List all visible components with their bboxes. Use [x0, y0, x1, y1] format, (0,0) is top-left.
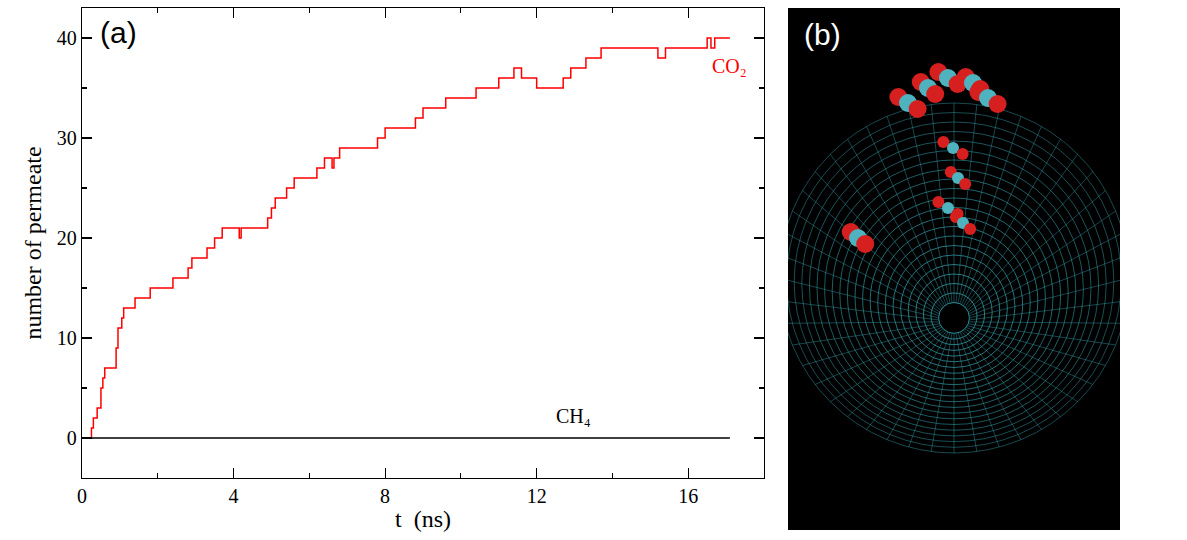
- svg-text:30: 30: [57, 127, 77, 149]
- svg-text:0: 0: [67, 427, 77, 449]
- svg-text:16: 16: [678, 485, 698, 507]
- svg-text:12: 12: [527, 485, 547, 507]
- svg-text:20: 20: [57, 227, 77, 249]
- svg-text:10: 10: [57, 327, 77, 349]
- svg-text:40: 40: [57, 27, 77, 49]
- html-text:(b): (b): [804, 18, 841, 51]
- svg-text:CH₄: CH₄: [556, 405, 591, 427]
- html-text:(a): (a): [100, 16, 137, 49]
- svg-text:0: 0: [77, 485, 87, 507]
- svg-text:t (ns): t (ns): [395, 506, 451, 532]
- svg-text:4: 4: [229, 485, 239, 507]
- svg-text:8: 8: [380, 485, 390, 507]
- svg-text:number of permeate: number of permeate: [20, 146, 46, 339]
- svg-text:CO₂: CO₂: [712, 55, 747, 77]
